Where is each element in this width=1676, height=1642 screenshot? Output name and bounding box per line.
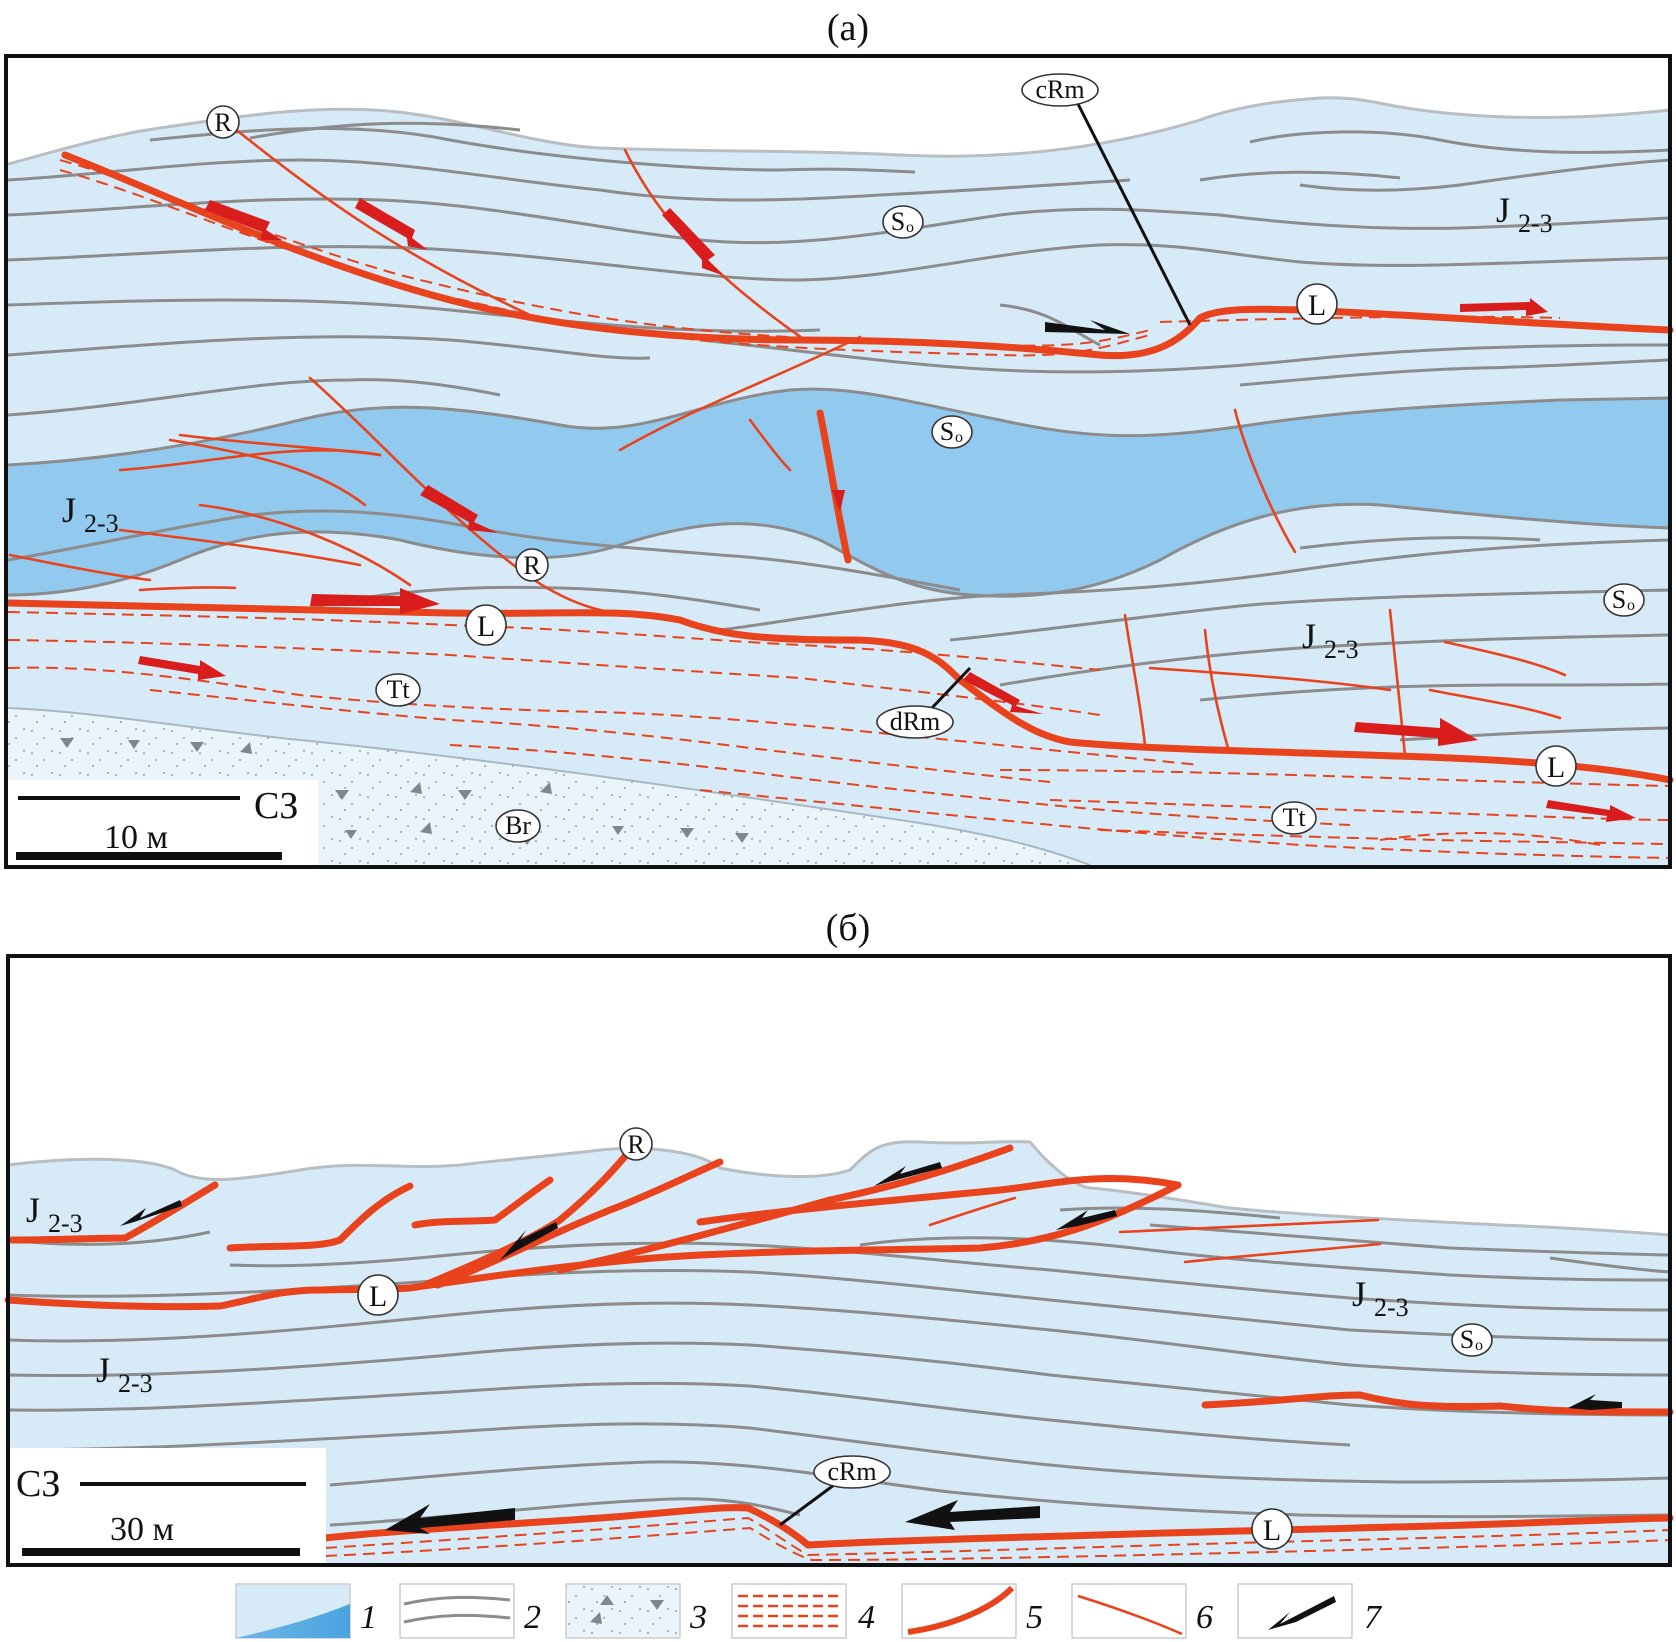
label-J-a3: J 2-3	[1302, 616, 1359, 664]
svg-text:4: 4	[858, 1599, 875, 1636]
scale-label-a: 10 м	[104, 819, 168, 856]
panel-b-bedding	[7, 1206, 1671, 1527]
label-cRm-b: cRm	[813, 1455, 891, 1489]
svg-text:o: o	[1475, 1337, 1483, 1354]
label-R-a1: R	[206, 105, 240, 139]
panel-b-main-faults	[4, 1144, 1674, 1549]
label-So-a2: S o	[931, 415, 973, 449]
label-So-a1: S o	[882, 205, 924, 239]
svg-text:6: 6	[1196, 1599, 1213, 1636]
svg-text:2-3: 2-3	[1324, 635, 1359, 664]
legend-item-7: 7	[1237, 1583, 1383, 1639]
svg-text:S: S	[1612, 585, 1626, 614]
panel-a-surface	[7, 96, 1671, 166]
panel-b-fault-rock	[324, 1516, 1671, 1562]
svg-text:o: o	[906, 219, 914, 236]
svg-text:S: S	[1460, 1325, 1474, 1354]
svg-text:L: L	[1263, 1514, 1281, 1547]
breccia-clasts	[60, 738, 749, 845]
svg-text:R: R	[523, 551, 541, 580]
svg-text:dRm: dRm	[890, 707, 941, 736]
crm-leader-a	[1074, 99, 1192, 326]
svg-text:J: J	[62, 490, 76, 530]
drm-leader-a	[928, 666, 972, 712]
svg-text:2-3: 2-3	[84, 509, 119, 538]
svg-text:J: J	[96, 1350, 110, 1390]
svg-text:L: L	[477, 610, 495, 643]
label-L-a2: L	[465, 604, 507, 646]
label-Br-a: Br	[495, 809, 541, 843]
svg-text:2-3: 2-3	[1518, 209, 1553, 238]
scale-bar-b: СЗ 30 м	[8, 1448, 326, 1563]
panel-b-minor-faults	[928, 1196, 1382, 1264]
svg-text:7: 7	[1364, 1599, 1383, 1636]
legend-item-4: 4	[731, 1583, 875, 1639]
svg-text:Tt: Tt	[1282, 803, 1306, 832]
svg-text:J: J	[1496, 190, 1510, 230]
panel-a-frame	[4, 54, 1672, 869]
label-J-b2: J 2-3	[1352, 1274, 1409, 1322]
label-J-b3: J 2-3	[96, 1350, 153, 1398]
panel-a-red-arrows	[138, 198, 1636, 822]
label-R-b: R	[619, 1127, 653, 1161]
label-So-a3: S o	[1603, 583, 1645, 617]
svg-text:L: L	[369, 1280, 387, 1313]
label-J-a2: J 2-3	[62, 490, 119, 538]
legend-item-1: 1	[235, 1583, 377, 1639]
panel-b-title: (б)	[826, 907, 871, 949]
svg-text:2-3: 2-3	[48, 1209, 83, 1238]
svg-text:cRm: cRm	[1035, 75, 1084, 104]
label-dRm-a: dRm	[876, 705, 954, 739]
legend-item-6: 6	[1071, 1583, 1213, 1639]
panel-a-black-arrow	[1045, 320, 1130, 334]
panel-a-minor-faults	[8, 123, 1567, 757]
label-L-a3: L	[1535, 745, 1577, 787]
svg-text:2-3: 2-3	[118, 1369, 153, 1398]
panel-a-title: (а)	[827, 7, 869, 49]
svg-text:J: J	[1352, 1274, 1366, 1314]
label-J-b1: J 2-3	[26, 1190, 83, 1238]
label-L-b1: L	[357, 1274, 399, 1316]
svg-text:cRm: cRm	[827, 1457, 876, 1486]
label-cRm-a: cRm	[1021, 73, 1099, 107]
label-Tt-a1: Tt	[375, 673, 421, 707]
legend-item-5: 5	[901, 1583, 1043, 1639]
svg-text:Tt: Tt	[386, 675, 410, 704]
legend-item-2: 2	[399, 1583, 541, 1639]
svg-text:L: L	[1547, 751, 1565, 784]
panel-b-frame	[6, 954, 1672, 1567]
svg-text:R: R	[627, 1130, 645, 1159]
svg-text:J: J	[1302, 616, 1316, 656]
svg-text:Br: Br	[505, 811, 531, 840]
legend: 1 2 3 4 5	[235, 1583, 1383, 1639]
scale-bar-a: СЗ 10 м	[8, 780, 318, 865]
svg-text:L: L	[1308, 289, 1326, 322]
panel-b: R L L cRm S o J 2-3 J 2-3 J 2-3	[4, 954, 1674, 1567]
svg-text:3: 3	[689, 1599, 707, 1636]
panel-b-black-arrows	[120, 1162, 1622, 1534]
label-So-b: S o	[1451, 1323, 1493, 1357]
crm-leader-b	[779, 1480, 839, 1527]
svg-text:2: 2	[524, 1599, 541, 1636]
svg-text:R: R	[214, 108, 232, 137]
label-Tt-a2: Tt	[1271, 801, 1317, 835]
svg-text:S: S	[891, 207, 905, 236]
svg-text:o: o	[955, 429, 963, 446]
scale-label-b: 30 м	[110, 1511, 174, 1548]
label-L-a1: L	[1296, 283, 1338, 325]
direction-label-a: СЗ	[254, 785, 298, 827]
label-J-a1: J 2-3	[1496, 190, 1553, 238]
svg-text:S: S	[940, 417, 954, 446]
svg-text:J: J	[26, 1190, 40, 1230]
legend-item-3: 3	[565, 1583, 707, 1639]
svg-text:1: 1	[360, 1599, 377, 1636]
svg-text:5: 5	[1026, 1599, 1043, 1636]
direction-label-b: СЗ	[16, 1463, 60, 1505]
svg-text:o: o	[1627, 597, 1635, 614]
panel-a: R cRm L S o S o S o J 2-3 J	[4, 54, 1674, 869]
label-L-b2: L	[1251, 1508, 1293, 1550]
label-R-a2: R	[515, 548, 549, 582]
svg-text:2-3: 2-3	[1374, 1293, 1409, 1322]
